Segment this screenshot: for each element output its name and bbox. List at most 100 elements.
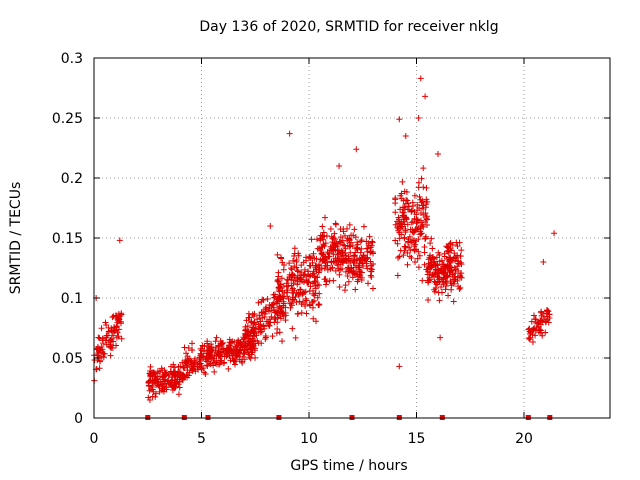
chart-title: Day 136 of 2020, SRMTID for receiver nkl… bbox=[199, 19, 498, 35]
data-point bbox=[336, 284, 343, 291]
data-point bbox=[288, 282, 295, 289]
data-point bbox=[281, 262, 288, 269]
data-point bbox=[423, 196, 430, 203]
data-point bbox=[321, 243, 328, 250]
data-point bbox=[449, 241, 456, 248]
data-point bbox=[320, 257, 327, 264]
data-point bbox=[450, 280, 457, 287]
data-point bbox=[189, 368, 196, 375]
data-point bbox=[446, 267, 453, 274]
x-tick-label: 15 bbox=[408, 431, 426, 447]
data-point bbox=[447, 278, 454, 285]
data-point bbox=[353, 262, 360, 269]
data-point bbox=[342, 249, 349, 256]
data-point bbox=[298, 276, 305, 283]
data-point bbox=[439, 278, 446, 285]
data-point bbox=[169, 387, 176, 394]
data-point bbox=[357, 249, 364, 256]
data-point bbox=[275, 293, 282, 300]
data-point bbox=[337, 267, 344, 274]
data-point bbox=[396, 363, 403, 370]
data-point bbox=[528, 318, 535, 325]
data-point bbox=[344, 272, 351, 279]
data-point bbox=[445, 261, 452, 268]
data-point bbox=[255, 321, 262, 328]
data-point bbox=[338, 253, 345, 260]
data-point bbox=[312, 277, 319, 284]
data-point bbox=[346, 221, 353, 228]
data-point bbox=[159, 373, 166, 380]
data-point bbox=[428, 259, 435, 266]
data-point bbox=[104, 332, 111, 339]
data-point bbox=[336, 271, 343, 278]
data-point bbox=[440, 275, 447, 282]
data-point bbox=[351, 226, 358, 233]
data-point bbox=[181, 344, 188, 351]
data-point bbox=[342, 256, 349, 263]
data-point bbox=[220, 360, 227, 367]
data-point bbox=[291, 287, 298, 294]
data-point bbox=[458, 261, 465, 268]
data-point bbox=[300, 290, 307, 297]
data-point bbox=[543, 307, 550, 314]
data-point bbox=[286, 130, 293, 137]
data-point bbox=[298, 301, 305, 308]
data-point bbox=[406, 244, 413, 251]
data-point bbox=[167, 368, 174, 375]
data-point bbox=[294, 268, 301, 275]
data-point bbox=[416, 252, 423, 259]
data-point bbox=[277, 284, 284, 291]
data-point bbox=[529, 339, 536, 346]
data-point bbox=[215, 342, 222, 349]
data-point bbox=[113, 324, 120, 331]
data-point bbox=[396, 253, 403, 260]
data-point bbox=[434, 279, 441, 286]
data-point bbox=[204, 350, 211, 357]
data-point bbox=[276, 294, 283, 301]
data-point bbox=[274, 251, 281, 258]
data-point bbox=[241, 356, 248, 363]
data-point bbox=[226, 346, 233, 353]
data-point bbox=[353, 146, 360, 153]
data-point bbox=[217, 339, 224, 346]
data-point bbox=[436, 276, 443, 283]
data-point bbox=[171, 376, 178, 383]
data-point bbox=[216, 361, 223, 368]
data-point bbox=[247, 329, 254, 336]
data-point bbox=[147, 363, 154, 370]
data-point bbox=[358, 254, 365, 261]
data-point bbox=[317, 247, 324, 254]
data-point bbox=[248, 338, 255, 345]
data-point bbox=[327, 226, 334, 233]
data-point bbox=[416, 193, 423, 200]
data-point bbox=[290, 257, 297, 264]
data-point bbox=[367, 272, 374, 279]
x-tick-label: 20 bbox=[515, 431, 533, 447]
data-point bbox=[189, 340, 196, 347]
data-point bbox=[292, 293, 299, 300]
data-point bbox=[313, 236, 320, 243]
data-point bbox=[424, 271, 431, 278]
data-point bbox=[404, 261, 411, 268]
data-point bbox=[438, 257, 445, 264]
data-point bbox=[172, 381, 179, 388]
data-point bbox=[254, 338, 261, 345]
data-point bbox=[269, 333, 276, 340]
data-point bbox=[412, 226, 419, 233]
data-point bbox=[351, 270, 358, 277]
data-point bbox=[232, 354, 239, 361]
data-point bbox=[369, 285, 376, 292]
data-point bbox=[242, 323, 249, 330]
data-point bbox=[347, 259, 354, 266]
data-point bbox=[200, 353, 207, 360]
data-point bbox=[544, 316, 551, 323]
data-point bbox=[289, 325, 296, 332]
data-point bbox=[447, 259, 454, 266]
data-point bbox=[257, 329, 264, 336]
data-point bbox=[271, 291, 278, 298]
data-point bbox=[198, 347, 205, 354]
data-point bbox=[270, 304, 277, 311]
data-point bbox=[526, 336, 533, 343]
data-point bbox=[415, 264, 422, 271]
data-point bbox=[245, 349, 252, 356]
